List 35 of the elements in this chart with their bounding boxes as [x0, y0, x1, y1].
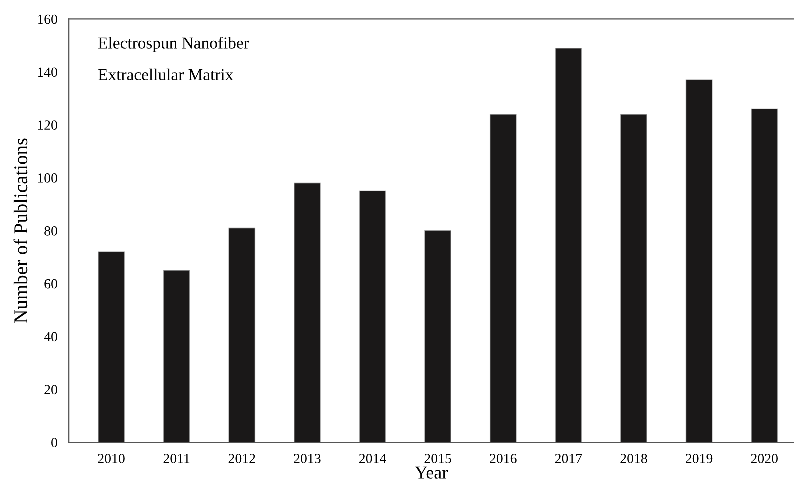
x-tick-label: 2019 [686, 454, 713, 464]
y-tick-label: 80 [44, 226, 58, 236]
y-tick-label: 20 [44, 385, 58, 395]
bar [98, 252, 125, 443]
x-tick-label: 2018 [620, 454, 648, 464]
y-tick-label: 140 [38, 68, 58, 78]
bar [490, 114, 517, 443]
x-tick-label: 2015 [424, 454, 452, 464]
annotation: Electrospun Nanofiber [98, 36, 250, 52]
bar [294, 182, 321, 443]
bar [424, 230, 452, 443]
bar [228, 228, 256, 443]
x-tick-label: 2014 [359, 454, 386, 464]
x-tick-label: 2011 [164, 454, 190, 464]
x-tick-label: 2020 [751, 454, 778, 464]
x-tick-label: 2016 [490, 454, 517, 464]
bar [620, 114, 648, 443]
bar [359, 190, 386, 443]
bar [555, 48, 582, 443]
bar [163, 270, 190, 443]
annotation: Extracellular Matrix [98, 68, 234, 81]
y-tick-label: 100 [38, 174, 58, 183]
x-tick-label: 2010 [98, 454, 125, 464]
y-tick-label: 120 [38, 120, 58, 130]
x-tick-label: 2012 [228, 454, 256, 464]
x-tick-label: 2013 [294, 454, 321, 464]
y-tick-label: 0 [52, 438, 58, 448]
x-tick-label: 2017 [555, 454, 582, 464]
y-tick-label: 40 [44, 332, 58, 342]
bar [751, 108, 778, 443]
y-tick-label: 160 [38, 14, 58, 24]
x-axis-title: Year [415, 466, 448, 479]
bar [686, 80, 713, 443]
y-axis-title: Number of Publications [14, 138, 28, 324]
y-tick-label: 60 [44, 279, 58, 289]
